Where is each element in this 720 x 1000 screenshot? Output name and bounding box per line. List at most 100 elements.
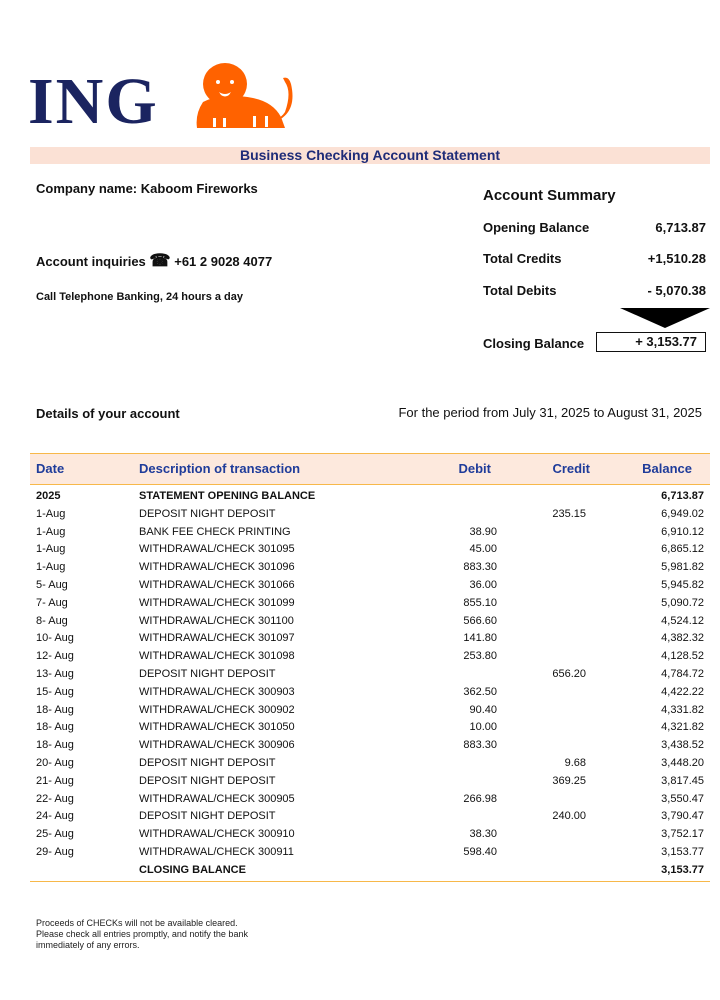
cell-balance: 3,752.17 (661, 828, 704, 841)
statement-title-band: Business Checking Account Statement (30, 147, 710, 164)
company-value: Kaboom Fireworks (140, 181, 258, 196)
closing-balance-value: + 3,153.77 (596, 332, 706, 352)
cell-date: 13- Aug (36, 668, 74, 680)
cell-balance: 4,524.12 (661, 614, 704, 627)
header-debit: Debit (458, 461, 492, 476)
table-row: 12- Aug WITHDRAWAL/CHECK 301098 253.80 4,12… (30, 647, 710, 665)
cell-date: 21- Aug (36, 774, 74, 787)
header-balance: Balance (642, 461, 692, 476)
cell-balance: 3,153.77 (661, 846, 704, 858)
cell-debit: 566.60 (463, 614, 497, 627)
cell-date: 1-Aug (36, 543, 66, 556)
table-row: 18- Aug WITHDRAWAL/CHECK 300906 883.30 3,43… (30, 736, 710, 754)
cell-balance: 5,945.82 (661, 579, 704, 591)
cell-balance: 3,438.52 (661, 739, 704, 752)
cell-balance: 6,713.87 (661, 490, 704, 502)
cell-date: 1-Aug (36, 507, 66, 520)
cell-balance: 4,321.82 (661, 721, 704, 734)
ing-logo-text: ING (28, 65, 159, 138)
cell-date: 5- Aug (36, 579, 68, 591)
table-row: 29- Aug WITHDRAWAL/CHECK 300911 598.40 3,15… (30, 843, 710, 861)
company-label: Company name: (36, 181, 138, 196)
table-row: 18- Aug WITHDRAWAL/CHECK 300902 90.40 4,331… (30, 701, 710, 719)
cell-debit: 253.80 (463, 650, 497, 663)
table-row: 2025 STATEMENT OPENING BALANCE 6,713.87 (30, 487, 710, 505)
cell-debit: 36.00 (469, 579, 497, 591)
table-row: 24- Aug DEPOSIT NIGHT DEPOSIT 240.00 3,790.… (30, 807, 710, 825)
cell-description: STATEMENT OPENING BALANCE (139, 490, 316, 502)
cell-date: 7- Aug (36, 596, 68, 609)
statement-title: Business Checking Account Statement (239, 147, 501, 163)
cell-balance: 4,128.52 (661, 650, 704, 663)
cell-balance: 5,090.72 (661, 596, 704, 609)
cell-description: BANK FEE CHECK PRINTING (139, 525, 291, 538)
inquiries-label: Account inquiries (36, 254, 146, 269)
cell-date: 1-Aug (36, 561, 66, 574)
total-credits-value: +1,510.28 (647, 251, 706, 266)
total-debits-label: Total Debits (483, 283, 557, 298)
header-description: Description of transaction (139, 461, 301, 476)
cell-description: DEPOSIT NIGHT DEPOSIT (139, 668, 276, 680)
cell-balance: 4,422.22 (661, 685, 704, 698)
cell-description: DEPOSIT NIGHT DEPOSIT (139, 774, 276, 787)
cell-balance: 4,331.82 (661, 703, 704, 716)
lion-logo-icon (196, 63, 293, 128)
cell-balance: 6,865.12 (661, 543, 704, 556)
cell-balance: 3,448.20 (661, 757, 704, 769)
cell-balance: 3,817.45 (661, 774, 704, 787)
table-row: 18- Aug WITHDRAWAL/CHECK 301050 10.00 4,321… (30, 718, 710, 736)
cell-balance: 5,981.82 (661, 561, 704, 574)
cell-date: 29- Aug (36, 846, 74, 858)
cell-balance: 3,550.47 (661, 792, 704, 805)
cell-description: WITHDRAWAL/CHECK 301099 (139, 596, 295, 609)
cell-date: 8- Aug (36, 614, 68, 627)
cell-description: WITHDRAWAL/CHECK 301097 (139, 632, 295, 645)
table-bottom-divider (30, 881, 710, 882)
table-row: 22- Aug WITHDRAWAL/CHECK 300905 266.98 3,55… (30, 790, 710, 808)
cell-date: 18- Aug (36, 739, 74, 752)
cell-date: 18- Aug (36, 721, 74, 734)
table-row: 1-Aug DEPOSIT NIGHT DEPOSIT 235.15 6,949.02 (30, 505, 710, 523)
table-row: 1-Aug WITHDRAWAL/CHECK 301095 45.00 6,865.1… (30, 540, 710, 558)
closing-balance-label: Closing Balance (483, 336, 585, 351)
inquiries-phone: +61 2 9028 4077 (174, 254, 273, 269)
cell-description: WITHDRAWAL/CHECK 300905 (139, 792, 295, 805)
cell-credit: 235.15 (552, 507, 586, 520)
cell-date: 1-Aug (36, 525, 66, 538)
cell-description: WITHDRAWAL/CHECK 300911 (139, 846, 294, 858)
details-label: Details of your account (36, 406, 180, 421)
total-credits-label: Total Credits (483, 251, 562, 266)
table-row: 20- Aug DEPOSIT NIGHT DEPOSIT 9.68 3,448.20 (30, 754, 710, 772)
cell-date: 10- Aug (36, 632, 74, 645)
account-summary-heading: Account Summary (483, 187, 616, 204)
cell-debit: 883.30 (463, 739, 497, 752)
cell-date: 2025 (36, 490, 61, 502)
cell-debit: 38.90 (469, 525, 497, 538)
cell-debit: 90.40 (469, 703, 497, 716)
cell-debit: 362.50 (463, 685, 497, 698)
cell-balance: 6,910.12 (661, 525, 704, 538)
cell-description: WITHDRAWAL/CHECK 301098 (139, 650, 295, 663)
statement-period: For the period from July 31, 2025 to Aug… (398, 405, 702, 420)
cell-credit: 369.25 (552, 774, 586, 787)
table-row: 8- Aug WITHDRAWAL/CHECK 301100 566.60 4,524… (30, 612, 710, 630)
cell-description: DEPOSIT NIGHT DEPOSIT (139, 810, 276, 823)
cell-balance: 4,784.72 (661, 668, 704, 680)
footer-note: Proceeds of CHECKs will not be available… (36, 918, 248, 950)
arrow-down-icon (620, 308, 710, 328)
cell-date: 20- Aug (36, 757, 74, 769)
table-row: 1-Aug BANK FEE CHECK PRINTING 38.90 6,910.1… (30, 523, 710, 541)
table-row: CLOSING BALANCE 3,153.77 (30, 861, 710, 879)
table-row: 7- Aug WITHDRAWAL/CHECK 301099 855.10 5,090… (30, 594, 710, 612)
cell-description: WITHDRAWAL/CHECK 301050 (139, 721, 295, 734)
cell-description: WITHDRAWAL/CHECK 301095 (139, 543, 295, 556)
opening-balance-value: 6,713.87 (655, 220, 706, 235)
cell-description: DEPOSIT NIGHT DEPOSIT (139, 507, 276, 520)
cell-debit: 883.30 (463, 561, 497, 574)
cell-balance: 4,382.32 (661, 632, 704, 645)
telephone-icon: ☎ (149, 251, 171, 270)
cell-description: WITHDRAWAL/CHECK 300910 (139, 828, 295, 841)
company-name: Company name: Kaboom Fireworks (36, 181, 258, 196)
table-row: 1-Aug WITHDRAWAL/CHECK 301096 883.30 5,981.… (30, 558, 710, 576)
cell-date: 18- Aug (36, 703, 74, 716)
